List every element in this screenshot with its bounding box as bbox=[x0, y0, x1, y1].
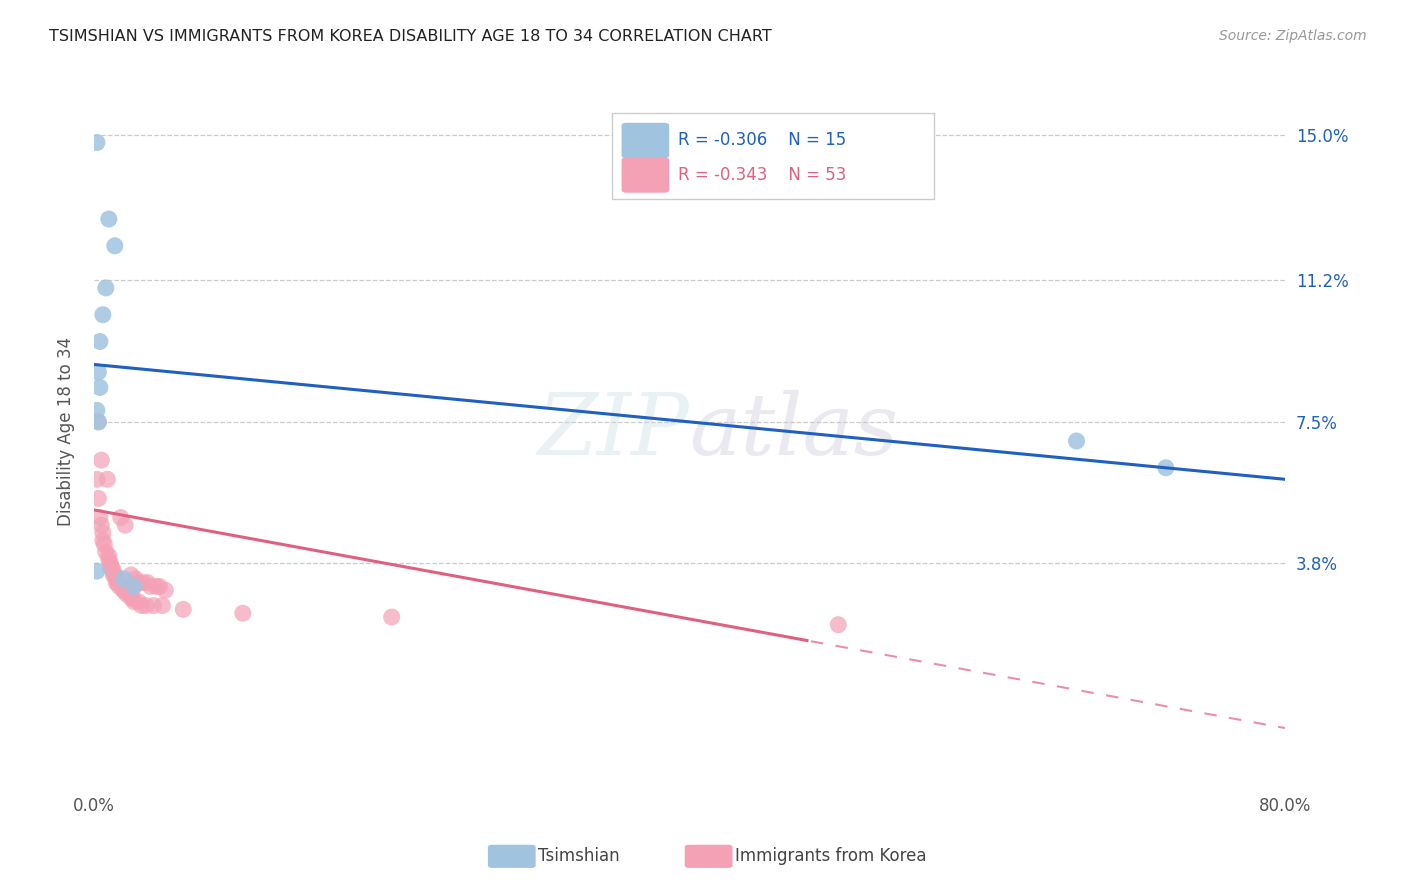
Point bbox=[87, 415, 110, 429]
Point bbox=[104, 239, 127, 253]
Point bbox=[87, 415, 110, 429]
Point bbox=[172, 602, 194, 616]
Point bbox=[98, 557, 121, 571]
Text: R = -0.306    N = 15: R = -0.306 N = 15 bbox=[678, 131, 846, 150]
Point bbox=[381, 610, 404, 624]
Point bbox=[135, 599, 157, 613]
Point bbox=[142, 599, 165, 613]
Point bbox=[97, 549, 120, 563]
Point bbox=[128, 595, 150, 609]
Text: R = -0.343    N = 53: R = -0.343 N = 53 bbox=[678, 166, 846, 184]
Point bbox=[86, 472, 108, 486]
Point bbox=[114, 518, 136, 533]
Point bbox=[103, 568, 125, 582]
Point bbox=[90, 518, 112, 533]
FancyBboxPatch shape bbox=[621, 123, 669, 158]
Point bbox=[96, 472, 118, 486]
Text: Source: ZipAtlas.com: Source: ZipAtlas.com bbox=[1219, 29, 1367, 43]
Point bbox=[89, 334, 111, 349]
Point bbox=[122, 595, 145, 609]
Point bbox=[120, 591, 142, 605]
Point bbox=[155, 583, 177, 598]
Point bbox=[122, 579, 145, 593]
Point bbox=[827, 617, 849, 632]
FancyBboxPatch shape bbox=[621, 157, 669, 193]
Point bbox=[97, 552, 120, 566]
Point bbox=[120, 568, 142, 582]
Point bbox=[118, 587, 141, 601]
Point bbox=[93, 537, 115, 551]
Point bbox=[139, 579, 162, 593]
Point bbox=[124, 572, 146, 586]
Point bbox=[87, 491, 110, 506]
Point bbox=[107, 575, 129, 590]
Point bbox=[94, 545, 117, 559]
Point bbox=[98, 560, 121, 574]
Text: ZIP: ZIP bbox=[537, 390, 689, 473]
Point bbox=[115, 587, 138, 601]
Point bbox=[112, 583, 135, 598]
Point bbox=[101, 560, 124, 574]
Point bbox=[86, 136, 108, 150]
Point bbox=[104, 568, 127, 582]
Point bbox=[111, 579, 134, 593]
Point bbox=[86, 403, 108, 417]
Point bbox=[91, 308, 114, 322]
Text: TSIMSHIAN VS IMMIGRANTS FROM KOREA DISABILITY AGE 18 TO 34 CORRELATION CHART: TSIMSHIAN VS IMMIGRANTS FROM KOREA DISAB… bbox=[49, 29, 772, 44]
Point bbox=[110, 510, 132, 524]
Text: Immigrants from Korea: Immigrants from Korea bbox=[735, 847, 927, 865]
Point bbox=[108, 579, 131, 593]
Point bbox=[145, 579, 167, 593]
Point bbox=[89, 510, 111, 524]
Point bbox=[105, 572, 128, 586]
Point bbox=[1154, 460, 1177, 475]
Point bbox=[89, 380, 111, 394]
Point bbox=[90, 453, 112, 467]
Point bbox=[136, 575, 159, 590]
Point bbox=[115, 583, 138, 598]
Point bbox=[112, 572, 135, 586]
Point bbox=[152, 599, 174, 613]
Text: Tsimshian: Tsimshian bbox=[538, 847, 620, 865]
Point bbox=[121, 591, 143, 605]
Point bbox=[232, 606, 254, 620]
Point bbox=[94, 281, 117, 295]
Point bbox=[86, 564, 108, 578]
Point bbox=[131, 599, 153, 613]
Point bbox=[1066, 434, 1088, 448]
Point bbox=[112, 583, 135, 598]
FancyBboxPatch shape bbox=[612, 113, 934, 199]
Y-axis label: Disability Age 18 to 34: Disability Age 18 to 34 bbox=[58, 337, 75, 526]
Point bbox=[91, 533, 114, 548]
Point bbox=[148, 579, 170, 593]
Point bbox=[108, 575, 131, 590]
Point bbox=[97, 212, 120, 227]
Point bbox=[91, 525, 114, 540]
Point bbox=[105, 575, 128, 590]
Point bbox=[132, 575, 155, 590]
Point bbox=[103, 564, 125, 578]
Text: atlas: atlas bbox=[689, 390, 898, 473]
Point bbox=[128, 575, 150, 590]
Point bbox=[87, 365, 110, 379]
